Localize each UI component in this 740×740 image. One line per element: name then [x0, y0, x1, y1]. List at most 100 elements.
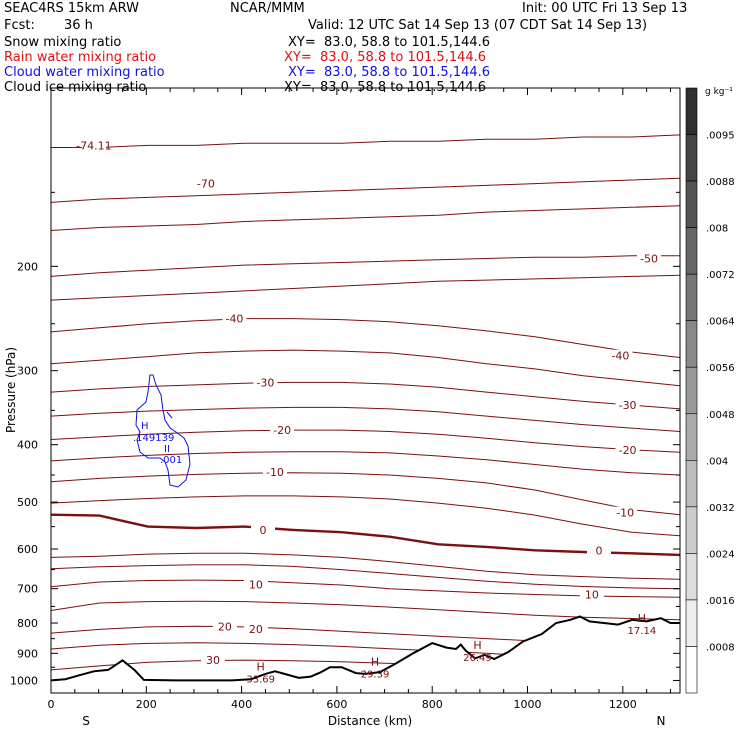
field-xy-rain: XY= 83.0, 58.8 to 101.5,144.6	[284, 50, 487, 65]
field-xy-snow: XY= 83.0, 58.8 to 101.5,144.6	[288, 35, 491, 50]
temperature-contour-label: -74.11	[76, 139, 111, 152]
contour-label-background	[579, 588, 604, 601]
contour-label-background	[251, 523, 276, 536]
colorbar-label: .0072	[706, 270, 735, 281]
temperature-contour-label: 20	[249, 623, 263, 636]
colorbar-label: .0056	[706, 363, 735, 374]
temperature-contour-line	[50, 406, 681, 432]
y-tick-label: 1000	[10, 674, 38, 687]
colorbar-segment	[685, 413, 698, 461]
colorbar-segment	[685, 180, 698, 228]
temperature-contour-line	[50, 600, 681, 621]
colorbar-label: .004	[706, 456, 728, 467]
contour-label-background	[586, 544, 611, 557]
temperature-max-value: 29.39	[361, 669, 390, 680]
colorbar-segment	[685, 134, 698, 182]
temperature-contour-line	[50, 255, 680, 277]
contour-label-background	[637, 252, 662, 265]
cloud-water-contour-fragment	[166, 411, 173, 419]
temperature-contour-label: 0	[595, 545, 602, 558]
fcst-value: 36 h	[64, 18, 93, 33]
colorbar-segment	[685, 366, 698, 415]
field-xy-cloud-water: XY= 83.0, 58.8 to 101.5,144.6	[288, 65, 491, 80]
temperature-max-marker: H	[473, 639, 481, 652]
colorbar-label: .0024	[706, 549, 735, 560]
contour-label-background	[201, 654, 226, 667]
x-tick-label: 0	[48, 698, 55, 711]
temperature-contour-line	[50, 495, 681, 537]
temperature-max-marker: H	[257, 661, 265, 674]
y-tick-label: 900	[17, 647, 38, 660]
cloud-water-max-marker: H	[141, 421, 149, 432]
contour-label-background	[608, 349, 633, 362]
x-tick-label: 1200	[609, 698, 637, 711]
temperature-contour-line	[50, 381, 681, 410]
temperature-contour-label: 10	[249, 579, 263, 592]
temperature-contour-line	[50, 349, 681, 387]
y-tick-label: 500	[17, 496, 38, 509]
temperature-max-marker: H	[371, 655, 379, 668]
contour-label-background	[615, 399, 640, 412]
temperature-contour-line	[50, 274, 681, 301]
colorbar-segment	[685, 506, 698, 554]
colorbar-segment	[685, 87, 698, 135]
colorbar-segment	[685, 320, 698, 368]
temperature-contour-line	[50, 472, 681, 516]
colorbar-segment	[685, 227, 698, 275]
colorbar-segment	[685, 599, 698, 647]
temperature-contour-label: -10	[266, 466, 284, 479]
colorbar-segment	[685, 460, 698, 508]
colorbar-label: .0048	[706, 410, 735, 421]
contour-label-background	[270, 424, 295, 437]
x-tick-label: 1000	[514, 698, 542, 711]
x-tick-label: 600	[326, 698, 347, 711]
temperature-contour-label: -10	[616, 507, 634, 520]
y-axis-title: Pressure (hPa)	[4, 347, 18, 433]
temperature-contour-label: 10	[585, 588, 599, 601]
terrain-surface-line	[50, 615, 680, 682]
temperature-contour-label: 0	[260, 524, 267, 537]
temperature-max-value: 26.49	[463, 653, 492, 664]
colorbar-label: .0032	[706, 503, 735, 514]
temperature-max-value: 33.69	[246, 675, 275, 686]
contour-label-background	[262, 466, 287, 479]
temperature-max-marker: H	[638, 612, 646, 625]
temperature-contour-line	[50, 552, 681, 580]
colorbar-segment	[685, 553, 698, 601]
colorbar-label: .0008	[706, 642, 735, 653]
temperature-contour-line	[50, 205, 681, 231]
cloud-water-max-value: .149139	[133, 433, 174, 444]
x-tick-label: 400	[231, 698, 252, 711]
temperature-contour-label: 30	[206, 654, 220, 667]
temperature-contour-line	[50, 429, 681, 453]
plot-frame	[50, 87, 681, 694]
temperature-contour-line	[50, 177, 681, 203]
colorbar-label: .0016	[706, 596, 735, 607]
org-name: NCAR/MMM	[230, 1, 305, 16]
contour-label-background	[222, 312, 247, 325]
colorbar-label: .0095	[706, 131, 735, 142]
contour-label-background	[212, 620, 237, 633]
init-time: Init: 00 UTC Fri 13 Sep 13	[522, 1, 688, 16]
y-tick-label: 600	[17, 543, 38, 556]
temperature-contour-line	[50, 318, 681, 358]
cloud-water-contour	[135, 374, 191, 488]
fcst-label: Fcst:	[4, 18, 35, 33]
field-name-rain: Rain water mixing ratio	[4, 50, 157, 65]
cloud-water-secondary-marker: II	[164, 444, 170, 455]
colorbar-segment	[685, 273, 698, 321]
contour-label-background	[243, 578, 268, 591]
temperature-contour-label: -70	[197, 178, 215, 191]
contour-label-background	[615, 443, 640, 456]
temperature-contour-label: -30	[256, 376, 274, 389]
x-tick-label: 200	[136, 698, 157, 711]
south-end-label: S	[82, 714, 90, 728]
colorbar-segment	[685, 646, 698, 694]
temperature-contour-label: -20	[619, 444, 637, 457]
terrain-mask	[51, 616, 680, 693]
colorbar-label: .0088	[706, 177, 735, 188]
temperature-contour-label: -50	[640, 253, 658, 266]
temperature-contour-label: 20	[218, 621, 232, 634]
colorbar-unit: g kg⁻¹	[705, 87, 733, 97]
